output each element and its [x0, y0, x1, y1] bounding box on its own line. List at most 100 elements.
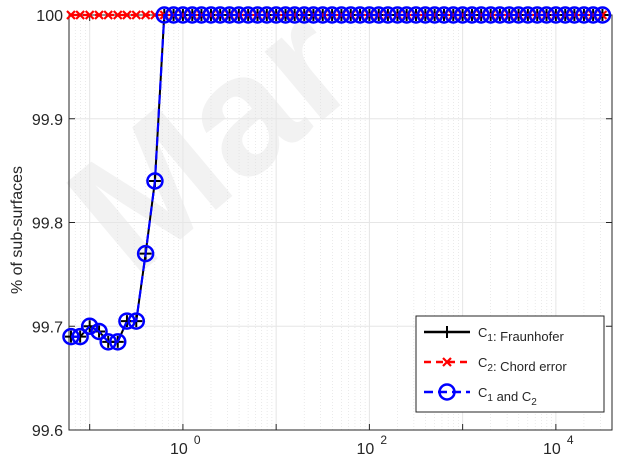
marker-circle — [127, 312, 146, 330]
marker-x — [66, 10, 76, 20]
marker-circle — [593, 6, 612, 24]
legend-label: C1: Fraunhofer — [478, 325, 564, 344]
marker-x — [94, 10, 104, 20]
series-line — [70, 13, 603, 343]
marker-circle — [155, 6, 174, 24]
x-tick-label: 10 — [170, 441, 188, 458]
legend-subscript: 2 — [487, 363, 493, 374]
marker-circle — [258, 6, 276, 24]
marker-x — [442, 357, 452, 367]
y-tick-label: 100 — [36, 8, 63, 25]
marker-circle — [211, 6, 229, 24]
marker-circle — [556, 6, 574, 24]
marker-circle — [118, 312, 136, 330]
marker-circle — [248, 6, 267, 24]
x-tick-label: 10 — [356, 441, 374, 458]
legend-subscript: 2 — [531, 397, 537, 408]
marker-plus — [441, 326, 453, 338]
marker-circle — [202, 6, 220, 24]
marker-circle — [220, 6, 239, 24]
marker-circle — [565, 6, 584, 24]
marker-circle — [584, 6, 602, 24]
legend-label: C1 and C2 — [478, 385, 537, 408]
marker-circle — [99, 333, 117, 351]
marker-circle — [71, 327, 89, 346]
y-tick-label: 99.7 — [32, 319, 63, 336]
marker-circle — [174, 6, 192, 24]
legend-text: C — [478, 325, 487, 340]
marker-circle — [370, 6, 388, 24]
marker-circle — [519, 6, 537, 24]
marker-x — [75, 10, 85, 20]
x-tick-exponent: 0 — [194, 433, 201, 447]
marker-circle — [444, 6, 463, 24]
legend-text: and C — [493, 389, 531, 404]
marker-circle — [528, 6, 546, 24]
marker-circle — [239, 6, 257, 24]
marker-circle — [295, 6, 313, 24]
marker-circle — [500, 6, 518, 24]
legend-subscript: 1 — [487, 393, 493, 404]
marker-circle — [146, 172, 164, 190]
marker-circle — [313, 6, 332, 24]
marker-circle — [351, 6, 369, 24]
marker-x — [140, 10, 151, 20]
marker-x — [122, 10, 132, 20]
marker-circle — [285, 6, 304, 24]
marker-circle — [537, 6, 556, 24]
marker-circle — [388, 6, 407, 24]
y-tick-label: 99.9 — [32, 112, 63, 129]
marker-circle — [80, 317, 99, 335]
marker-x — [84, 10, 95, 20]
marker-circle — [575, 6, 593, 24]
marker-circle — [491, 6, 509, 24]
marker-circle — [276, 6, 295, 24]
marker-circle — [416, 6, 435, 24]
marker-x — [103, 10, 113, 20]
series-line — [70, 14, 603, 343]
marker-circle — [136, 244, 155, 263]
marker-circle — [230, 6, 248, 24]
marker-circle — [90, 322, 108, 341]
marker-circle — [509, 6, 528, 24]
marker-circle — [267, 6, 285, 24]
y-axis-label: % of sub-surfaces — [9, 166, 26, 294]
marker-circle — [62, 327, 80, 346]
y-tick-label: 99.6 — [32, 423, 63, 440]
legend-subscript: 1 — [487, 333, 493, 344]
x-tick-exponent: 4 — [567, 433, 574, 447]
marker-circle — [481, 6, 500, 24]
marker-circle — [435, 6, 453, 24]
legend-text: : Fraunhofer — [493, 329, 564, 344]
marker-circle — [360, 6, 379, 24]
marker-x — [131, 10, 142, 20]
marker-circle — [379, 6, 397, 24]
marker-circle — [472, 6, 490, 24]
y-tick-labels: 99.6 99.7 99.8 99.9 100 — [32, 8, 63, 440]
marker-circle — [438, 383, 456, 401]
legend-text: C — [478, 385, 487, 400]
marker-circle — [323, 6, 341, 24]
plot-area — [62, 6, 612, 351]
x-tick-label: 10 — [543, 441, 561, 458]
marker-circle — [304, 6, 323, 24]
series-0 — [64, 9, 609, 348]
marker-circle — [341, 6, 360, 24]
legend-label: C2: Chord error — [478, 355, 567, 374]
legend-text: : Chord error — [493, 359, 567, 374]
marker-circle — [183, 6, 202, 24]
marker-circle — [332, 6, 351, 24]
marker-circle — [453, 6, 472, 24]
marker-circle — [192, 6, 211, 24]
marker-circle — [397, 6, 416, 24]
y-tick-label: 99.8 — [32, 216, 63, 233]
x-tick-exponent: 2 — [380, 433, 387, 447]
marker-circle — [463, 6, 481, 24]
marker-circle — [547, 6, 565, 24]
marker-x — [112, 10, 123, 20]
legend-text: C — [478, 355, 487, 370]
series-2 — [62, 6, 612, 351]
marker-circle — [164, 6, 183, 24]
